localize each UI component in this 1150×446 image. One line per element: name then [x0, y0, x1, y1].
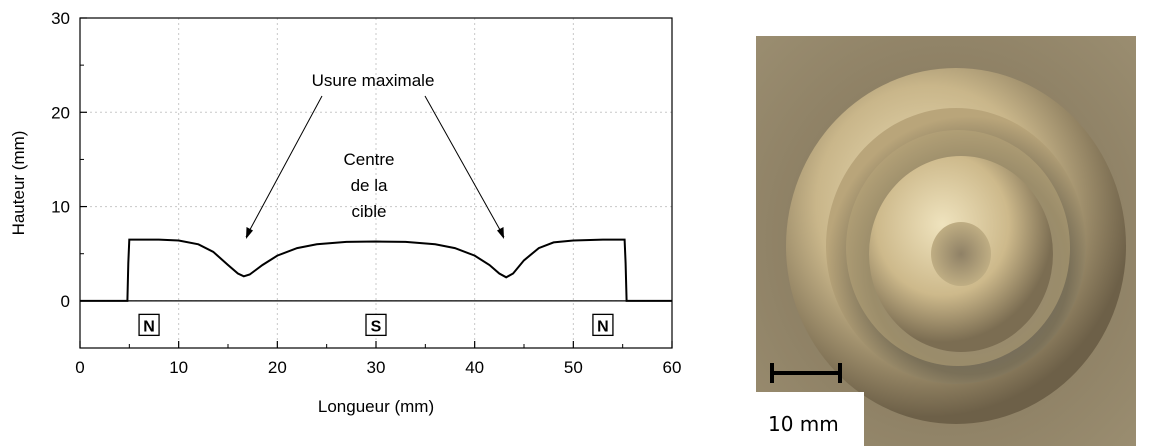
y-axis-title: Hauteur (mm) — [9, 131, 28, 236]
y-tick-label: 10 — [51, 198, 70, 217]
arrow-left — [245, 95, 323, 238]
x-tick-label: 0 — [75, 358, 84, 377]
y-tick-label: 30 — [51, 9, 70, 28]
x-tick-label: 60 — [663, 358, 682, 377]
y-tick-label: 20 — [51, 103, 70, 122]
x-tick-label: 50 — [564, 358, 583, 377]
x-tick-label: 40 — [465, 358, 484, 377]
annotation-centre-line1: Centre — [343, 150, 394, 169]
pole-label: N — [597, 318, 609, 335]
y-tick-label: 0 — [61, 292, 70, 311]
profile-chart: 0 10 20 30 40 50 60 0 10 20 30 Longueur (mm) Haute… — [9, 9, 681, 416]
annotation-centre-line3: cible — [352, 202, 387, 221]
target-center — [931, 222, 991, 286]
target-photo: 10 mm — [756, 36, 1136, 446]
pole-label: N — [143, 318, 155, 335]
axis-ticks: 0 10 20 30 40 50 60 0 10 20 30 — [51, 9, 681, 377]
pole-box — [365, 313, 387, 337]
pole-label: S — [371, 318, 382, 335]
pole-box — [592, 313, 614, 337]
annotation-centre-line2: de la — [351, 176, 388, 195]
x-tick-label: 20 — [268, 358, 287, 377]
annotation-usure-maximale: Usure maximale — [312, 71, 435, 90]
arrowhead-right — [497, 227, 504, 239]
scale-label: 10 mm — [768, 412, 839, 436]
pole-box — [138, 313, 160, 337]
series-line — [80, 238, 672, 302]
x-axis-title: Longueur (mm) — [318, 397, 434, 416]
arrowhead-left — [246, 227, 253, 239]
x-tick-label: 30 — [367, 358, 386, 377]
arrow-right — [424, 95, 505, 238]
x-tick-label: 10 — [169, 358, 188, 377]
